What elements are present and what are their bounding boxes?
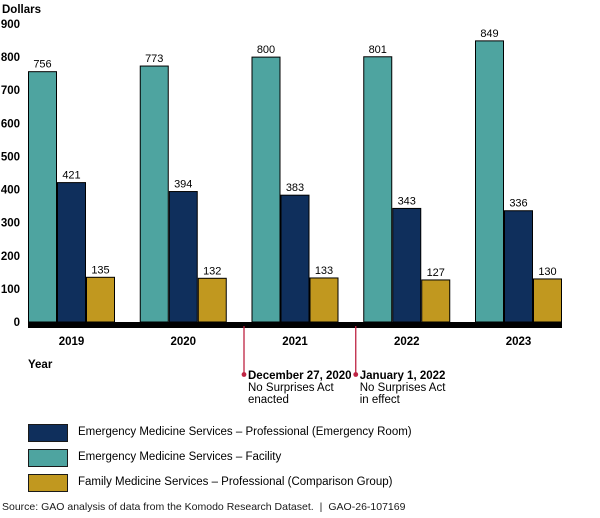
bar-emergency-facility-2020 (139, 65, 169, 323)
bar-emergency-facility-2019 (28, 71, 57, 323)
annotation-text-1-line-1: No Surprises Act (360, 382, 446, 394)
bar-label-family-professional-2022: 127 (427, 267, 445, 279)
bar-emergency-professional-2021 (280, 194, 310, 323)
legend-swatch-family-professional (28, 473, 68, 492)
bar-emergency-professional-2019 (57, 182, 86, 323)
source-separator: | (319, 501, 323, 513)
x-axis-label-2022: 2022 (394, 336, 420, 348)
x-axis-label-2023: 2023 (506, 336, 532, 348)
bar-family-professional-2023 (533, 278, 562, 323)
bar-family-professional-2019 (86, 276, 115, 323)
bar-label-emergency-professional-2019: 421 (62, 170, 80, 182)
source-line: Source: GAO analysis of data from the Ko… (2, 501, 405, 513)
annotation-text-1-line-0: January 1, 2022 (360, 370, 446, 382)
bar-label-family-professional-2019: 135 (91, 264, 109, 276)
annotation-dot-1 (353, 372, 359, 377)
bar-label-emergency-professional-2020: 394 (174, 179, 192, 191)
y-axis-tick-700: 700 (1, 85, 20, 97)
bar-family-professional-2021 (309, 277, 339, 323)
annotation-text-0-line-1: No Surprises Act (248, 382, 334, 394)
annotation-dot-0 (241, 372, 247, 377)
y-axis-tick-600: 600 (1, 118, 20, 130)
y-axis-tick-300: 300 (1, 218, 20, 230)
legend-label: Emergency Medicine Services – Profession… (78, 426, 412, 438)
y-axis-tick-900: 900 (1, 19, 20, 31)
x-axis-title: Year (28, 359, 53, 371)
legend-item: Emergency Medicine Services – Facility (28, 448, 412, 467)
legend-label: Emergency Medicine Services – Facility (78, 451, 282, 463)
gao-report-number: GAO-26-107169 (328, 501, 406, 513)
legend-item: Family Medicine Services – Professional … (28, 473, 412, 492)
bar-emergency-facility-2021 (251, 56, 281, 323)
bar-chart: Dollars 0 100 200 300 400 500 600 700 800 900 756 77… (1, 4, 562, 406)
chart-legend: Emergency Medicine Services – Profession… (28, 423, 412, 499)
bar-label-emergency-professional-2022: 343 (398, 195, 416, 207)
bar-label-emergency-facility-2020: 773 (145, 53, 163, 65)
bar-emergency-facility-2023 (475, 40, 504, 323)
bar-label-emergency-facility-2021: 800 (257, 44, 275, 56)
x-axis-label-2020: 2020 (170, 336, 196, 348)
y-axis-tick-100: 100 (1, 284, 20, 296)
x-axis-line (28, 322, 562, 328)
bar-emergency-professional-2023 (504, 210, 533, 323)
bar-label-family-professional-2021: 133 (315, 265, 333, 277)
source-text: Source: GAO analysis of data from the Ko… (2, 501, 314, 513)
x-axis-label-2019: 2019 (59, 336, 85, 348)
bar-label-emergency-facility-2023: 849 (480, 28, 498, 40)
y-axis-tick-0: 0 (14, 317, 20, 329)
bar-label-family-professional-2023: 130 (538, 266, 556, 278)
bar-label-emergency-facility-2019: 756 (33, 59, 51, 71)
legend-item: Emergency Medicine Services – Profession… (28, 423, 412, 442)
x-axis-label-2021: 2021 (282, 336, 308, 348)
bar-label-emergency-facility-2022: 801 (369, 44, 387, 56)
y-axis-tick-800: 800 (1, 52, 20, 64)
y-axis-tick-500: 500 (1, 151, 20, 163)
annotation-text-0-line-0: December 27, 2020 (248, 370, 352, 382)
bar-emergency-professional-2022 (392, 207, 422, 323)
annotation-text-1-line-2: in effect (360, 394, 401, 406)
y-axis-tick-400: 400 (1, 185, 20, 197)
legend-label: Family Medicine Services – Professional … (78, 476, 393, 488)
bar-family-professional-2020 (197, 277, 227, 323)
y-axis-title: Dollars (2, 4, 41, 16)
bar-label-family-professional-2020: 132 (203, 265, 221, 277)
bar-label-emergency-professional-2021: 383 (286, 182, 304, 194)
legend-swatch-emergency-professional (28, 423, 68, 442)
legend-swatch-emergency-facility (28, 448, 68, 467)
bar-emergency-professional-2020 (168, 191, 198, 323)
bar-label-emergency-professional-2023: 336 (509, 198, 527, 210)
annotation-text-0-line-2: enacted (248, 394, 289, 406)
bar-emergency-facility-2022 (363, 56, 393, 323)
y-axis-tick-200: 200 (1, 251, 20, 263)
bar-family-professional-2022 (421, 279, 451, 323)
